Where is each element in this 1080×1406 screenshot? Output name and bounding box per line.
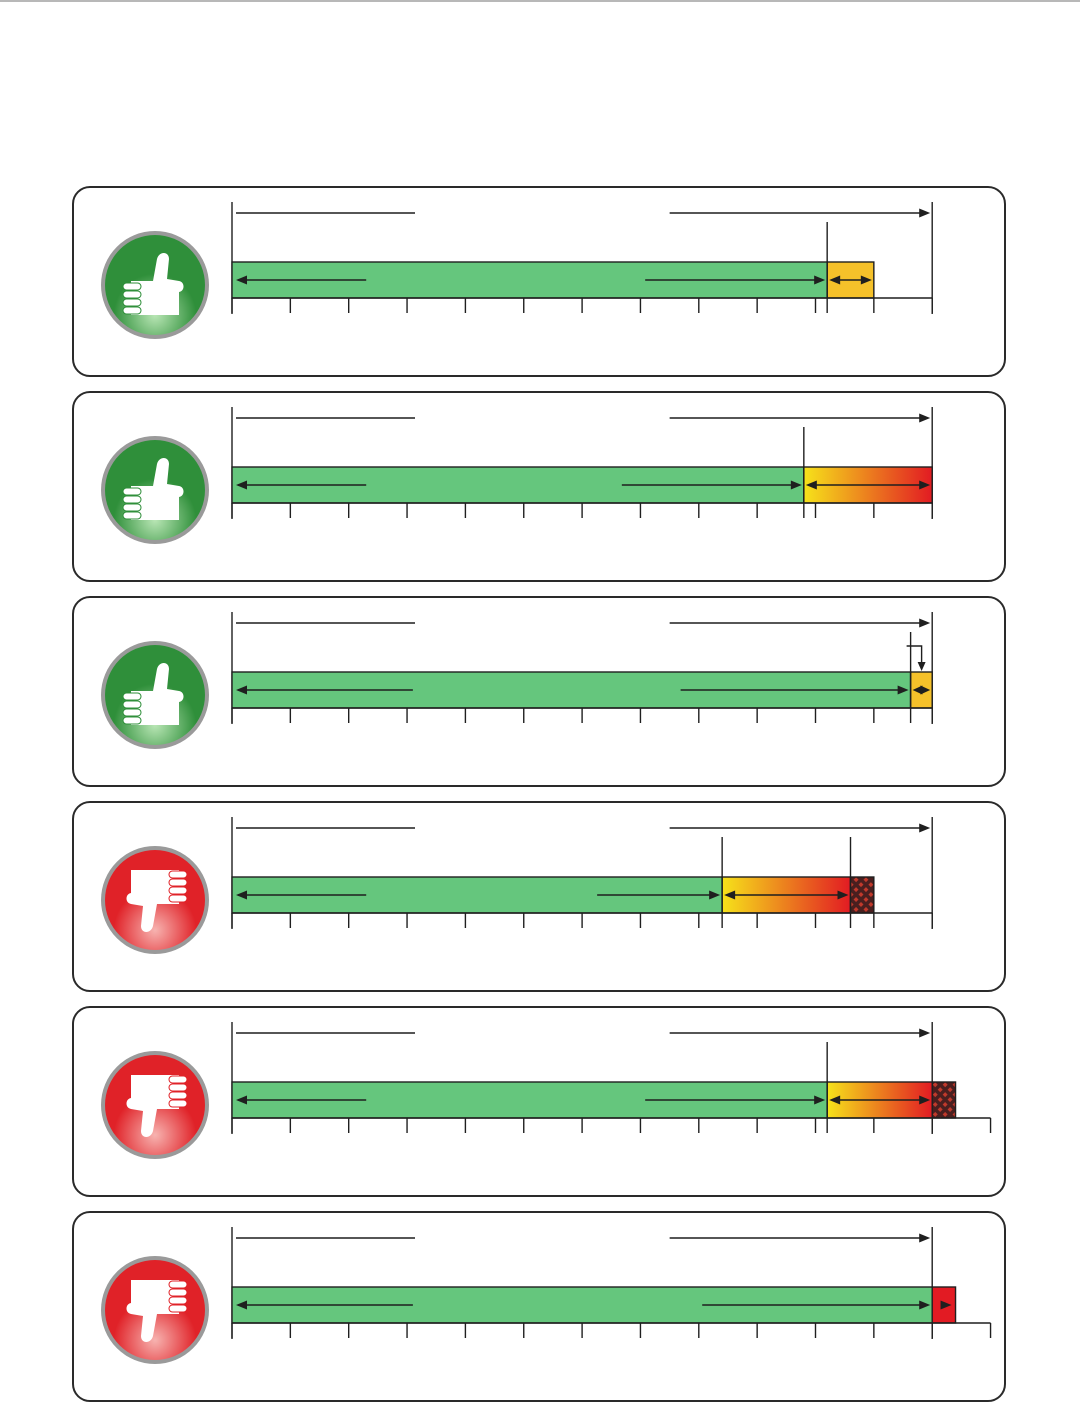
span-arrowhead [919, 1028, 931, 1038]
span-arrowhead [919, 823, 931, 833]
zone-arrow-left-head [912, 685, 923, 695]
green-arrow-left-head [236, 1095, 247, 1105]
green-arrow-left-head [236, 685, 247, 695]
zone-arrow-right-head [860, 275, 872, 285]
zone-arrow-right-head [919, 1095, 931, 1105]
panel-1 [72, 186, 1006, 377]
thumbs-up-icon [101, 436, 209, 544]
green-arrow-right-head [814, 275, 826, 285]
zone-arrow-left-head [724, 890, 736, 900]
green-arrow-left-head [236, 1300, 247, 1310]
pointer-arrowhead [917, 662, 926, 671]
zone-arrow-right-head [837, 890, 849, 900]
diagram-panels [72, 186, 1008, 1402]
span-arrowhead [919, 413, 931, 423]
panel-4 [72, 801, 1006, 992]
zone-arrow-right-head [920, 685, 931, 695]
panel-5 [72, 1006, 1006, 1197]
green-arrow-right-head [814, 1095, 826, 1105]
green-arrow-right-head [897, 685, 909, 695]
pointer-arrow [906, 645, 923, 668]
zone-arrow-left-head [829, 1095, 841, 1105]
green-arrow-left-head [236, 890, 247, 900]
panel-6 [72, 1211, 1006, 1402]
green-arrow-left-head [236, 275, 247, 285]
green-arrow-right-head [919, 1300, 931, 1310]
top-rule [0, 0, 1080, 2]
zone-arrow-left-head [805, 480, 817, 490]
thumbs-up-icon [101, 231, 209, 339]
thumbs-down-icon [101, 1256, 209, 1364]
span-arrowhead [919, 1233, 931, 1243]
zone-arrow-right-head [940, 1300, 952, 1310]
hatch-overrun [931, 1081, 957, 1119]
green-arrow-left-head [236, 480, 247, 490]
panel-2 [72, 391, 1006, 582]
thumbs-up-icon [101, 641, 209, 749]
thumbs-down-icon [101, 1051, 209, 1159]
thumbs-down-icon [101, 846, 209, 954]
green-arrow-right-head [709, 890, 721, 900]
span-arrowhead [919, 618, 931, 628]
span-arrowhead [919, 208, 931, 218]
panel-3 [72, 596, 1006, 787]
green-arrow-right-head [790, 480, 802, 490]
zone-arrow-left-head [829, 275, 841, 285]
zone-arrow-right-head [919, 480, 931, 490]
hatch-overrun [849, 876, 875, 914]
